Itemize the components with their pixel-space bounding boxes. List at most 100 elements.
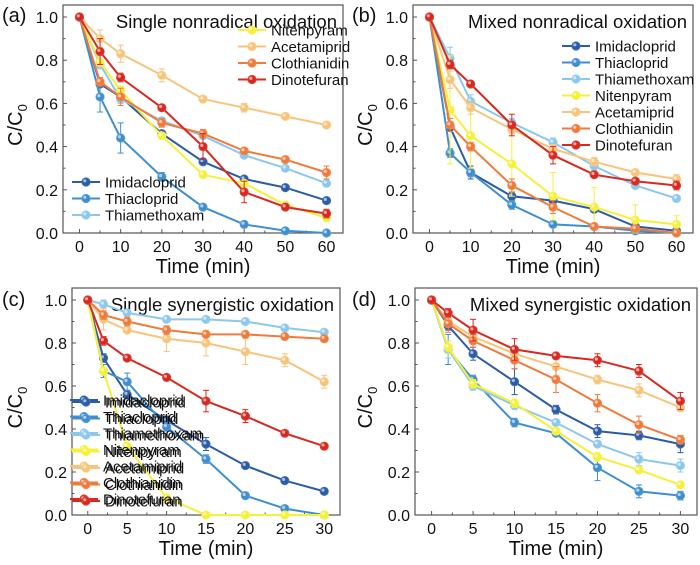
data-point: [280, 154, 290, 165]
y-tick-label: 0.2: [36, 183, 58, 200]
data-point: [157, 70, 167, 80]
series-line: [78, 16, 327, 219]
data-point-dot: [280, 355, 290, 365]
y-tick-label: 0.8: [36, 53, 58, 70]
data-point-dot: [466, 142, 476, 152]
data-point: [98, 336, 109, 346]
data-point-highlight: [321, 512, 325, 516]
x-tick-label: 0: [425, 239, 434, 256]
data-point-dot: [122, 308, 132, 318]
data-point-highlight: [673, 195, 677, 199]
data-point-highlight: [636, 488, 640, 492]
legend-label: Dinotefuran: [595, 138, 673, 155]
data-point-highlight: [447, 61, 451, 65]
data-point-highlight: [591, 223, 595, 227]
x-tick-label: 25: [276, 521, 294, 538]
data-point-dot: [466, 103, 476, 113]
data-point-dot: [201, 329, 211, 339]
data-point-highlight: [636, 456, 640, 460]
data-point-highlight: [553, 353, 557, 357]
legend-item-dinotefuran: Dinotefuran: [72, 494, 183, 511]
series-line: [430, 299, 681, 446]
panel-title: Mixed nonradical oxidation: [468, 11, 687, 32]
data-point: [592, 426, 603, 436]
data-point-dot: [201, 454, 211, 464]
data-point-dot: [116, 92, 126, 102]
data-point-dot: [589, 202, 599, 212]
data-point-highlight: [677, 482, 681, 486]
data-point-highlight: [632, 217, 636, 221]
data-point-dot: [319, 441, 329, 451]
x-tick-label: 0: [75, 239, 84, 256]
data-point-highlight: [594, 454, 598, 458]
data-point-dot: [122, 353, 132, 363]
data-point-highlight: [445, 344, 449, 348]
legend-marker-dot: [81, 496, 91, 506]
data-point: [443, 319, 453, 329]
data-point-highlight: [636, 467, 640, 471]
data-point-dot: [280, 111, 290, 121]
data-point-dot: [161, 334, 172, 344]
legend-marker-highlight: [573, 92, 577, 96]
data-point: [592, 452, 603, 462]
legend-marker-highlight: [83, 448, 87, 452]
y-tick-label: 0.0: [36, 226, 58, 243]
data-point-highlight: [677, 462, 681, 466]
x-tick-label: 10: [112, 239, 130, 256]
y-tick-label: 0.8: [45, 336, 67, 353]
data-point: [630, 224, 640, 234]
data-point-dot: [634, 486, 644, 496]
data-point: [634, 454, 644, 464]
data-point: [280, 503, 290, 514]
data-point-dot: [592, 355, 603, 365]
panel-title: Mixed synergistic oxidation: [470, 294, 691, 315]
legend-label: Imidacloprid: [595, 39, 676, 56]
data-point-dot: [466, 131, 476, 141]
legend-item-clothianidin: Clothianidin: [562, 121, 673, 138]
data-point-highlight: [323, 210, 327, 214]
data-point-dot: [116, 72, 126, 83]
legend-label: Dinotefuran: [271, 72, 349, 89]
data-point-highlight: [163, 424, 167, 428]
legend-marker: [247, 58, 257, 68]
panel-a: (a) 0.0 0.2 0.4 0.6 0.8 1.0 0 10 20 30 40 50 60 Time (…: [2, 4, 350, 278]
data-point-highlight: [97, 48, 101, 52]
series-acetamiprid: [74, 12, 332, 130]
data-point: [157, 172, 167, 182]
data-point: [116, 133, 126, 143]
data-point: [551, 374, 561, 385]
data-point-dot: [95, 92, 105, 102]
data-point: [319, 486, 329, 496]
x-tick-label: 20: [153, 239, 171, 256]
data-point: [321, 228, 332, 238]
data-point-highlight: [241, 221, 245, 225]
legend-item-nitenpyram: Nitenpyram: [562, 88, 672, 105]
x-tick-label: 10: [462, 239, 480, 256]
legend-marker-highlight: [83, 432, 87, 436]
legend-item-dinotefuran: Dinotefuran: [238, 72, 349, 89]
data-point-dot: [240, 329, 251, 339]
data-point-dot: [83, 295, 93, 305]
data-point-dot: [240, 460, 251, 471]
series-line: [86, 299, 325, 448]
data-point-highlight: [163, 316, 167, 320]
data-point-highlight: [673, 176, 677, 180]
data-point-highlight: [673, 230, 677, 234]
y-axis-label-main: C/C: [5, 394, 27, 428]
data-point-dot: [671, 228, 682, 238]
legend-item-acetamiprid: Acetamiprid: [72, 461, 184, 478]
data-point-highlight: [76, 14, 80, 18]
data-point: [201, 314, 211, 324]
data-point: [592, 398, 603, 408]
y-axis-label: C/C0: [5, 104, 30, 146]
data-point-highlight: [241, 104, 245, 109]
data-point-dot: [592, 439, 603, 449]
data-point-highlight: [550, 152, 554, 156]
data-point-dot: [509, 417, 520, 428]
data-point-highlight: [553, 376, 557, 380]
data-point: [116, 92, 126, 102]
data-point-highlight: [677, 398, 681, 402]
series-group: [83, 295, 329, 520]
data-point-highlight: [241, 176, 245, 180]
data-point-highlight: [124, 378, 128, 383]
